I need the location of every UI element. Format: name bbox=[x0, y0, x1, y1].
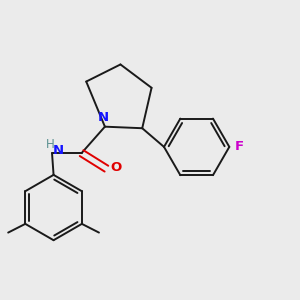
Text: O: O bbox=[111, 161, 122, 174]
Text: H: H bbox=[46, 138, 55, 151]
Text: N: N bbox=[53, 144, 64, 157]
Text: N: N bbox=[98, 112, 109, 124]
Text: F: F bbox=[235, 140, 244, 153]
